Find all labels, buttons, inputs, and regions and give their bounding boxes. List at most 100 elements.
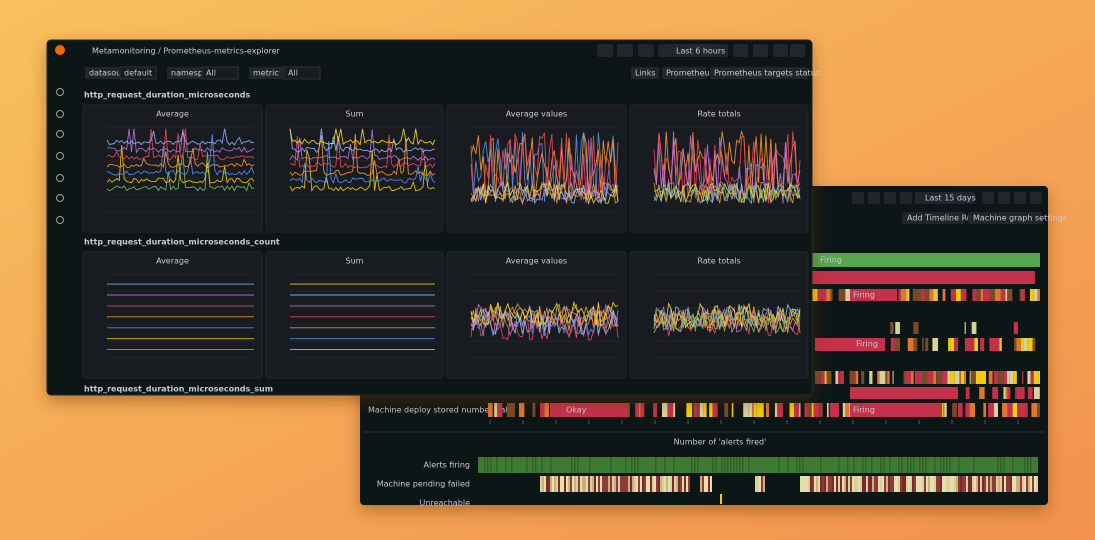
state-segment [1006,371,1010,384]
toolbar-button[interactable] [884,192,896,204]
state-segment [864,476,866,492]
toolbar-button[interactable] [733,44,748,57]
state-segment [895,322,900,334]
header-button[interactable] [902,212,964,224]
state-segment [968,476,970,492]
state-segment [824,476,826,492]
state-segment [824,289,827,301]
sidebar-icon[interactable] [56,88,64,96]
variable-label-box [167,67,201,79]
state-segment [912,476,914,492]
state-segment [544,403,550,417]
link-button[interactable] [662,67,707,79]
state-segment [912,289,917,301]
series-line [653,303,801,330]
state-segment [638,403,641,417]
link-button[interactable] [710,67,808,79]
toolbar-button[interactable] [852,192,864,204]
toolbar-button[interactable] [773,44,788,57]
series-line [289,134,436,169]
toolbar-button[interactable] [753,44,768,57]
state-segment [731,403,734,417]
state-segment [635,403,639,417]
state-segment [778,457,780,473]
header-button[interactable] [968,212,1042,224]
state-segment [820,457,822,473]
state-segment [933,371,937,384]
section-title: http_request_duration_microseconds_sum [84,385,273,394]
sidebar-icon[interactable] [56,174,64,182]
toolbar-button[interactable] [868,192,880,204]
state-segment [950,476,952,492]
state-segment [930,476,932,492]
state-segment [736,457,738,473]
state-segment [906,289,908,301]
state-segment [1032,476,1034,492]
state-segment [1012,476,1014,492]
sidebar-icon[interactable] [56,152,64,160]
toolbar-button[interactable] [1030,192,1042,204]
link-button[interactable] [631,67,659,79]
state-segment [879,371,886,384]
state-segment [972,476,974,492]
series-line [289,133,436,177]
state-segment [914,476,916,492]
state-segment [625,457,627,473]
toolbar-button[interactable] [790,44,805,57]
state-segment [960,371,965,384]
state-segment [815,371,821,384]
state-segment [598,476,600,492]
state-segment [490,457,492,473]
state-segment [630,476,632,492]
row-label: Machine pending failed [377,480,470,489]
toolbar-button[interactable] [1014,192,1026,204]
variable-select[interactable] [119,66,157,80]
state-segment [932,476,934,492]
variable-select[interactable] [283,66,321,80]
state-segment [924,289,930,301]
state-segment [960,289,967,301]
variable-label-box [249,67,283,79]
state-segment [710,476,712,492]
state-segment [774,403,778,417]
variable-select[interactable] [201,66,239,80]
toolbar-button[interactable] [982,192,994,204]
series-line [470,181,619,206]
state-segment [634,476,636,492]
state-segment [693,403,697,417]
toolbar-button[interactable] [617,44,633,57]
state-segment [542,476,544,492]
state-segment [748,403,753,417]
state-segment [799,457,801,473]
state-segment [993,371,999,384]
time-picker[interactable] [915,192,975,204]
state-segment [684,476,686,492]
state-segment [994,338,1000,351]
state-segment [889,457,891,473]
sidebar-icon[interactable] [56,194,64,202]
state-segment [840,371,844,384]
time-picker[interactable] [658,44,728,57]
state-segment [799,403,801,417]
sidebar-icon[interactable] [56,130,64,138]
state-segment [664,476,666,492]
state-segment [540,403,545,417]
state-segment [812,289,818,301]
state-segment [937,371,943,384]
toolbar-button[interactable] [638,44,654,57]
state-segment [962,476,964,492]
state-segment [838,289,844,301]
toolbar-button[interactable] [998,192,1010,204]
state-segment [896,476,898,492]
sidebar-icon[interactable] [56,216,64,224]
state-segment [826,403,829,417]
state-segment [830,476,832,492]
state-segment [958,476,960,492]
toolbar-button[interactable] [900,192,912,204]
state-segment [970,338,975,351]
state-segment [890,322,894,334]
sidebar-icon[interactable] [56,110,64,118]
state-segment [818,476,820,492]
toolbar-button[interactable] [597,44,613,57]
state-segment [759,476,761,492]
